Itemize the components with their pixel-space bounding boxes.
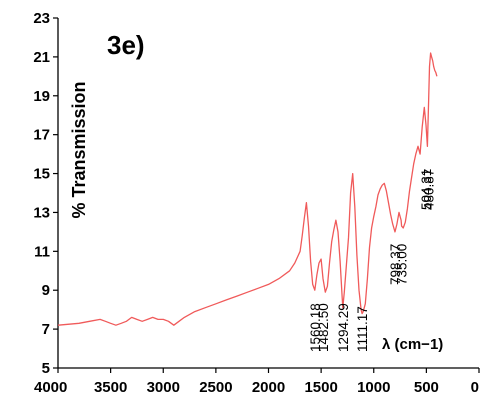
x-tick-label: 2500 <box>199 379 232 396</box>
x-tick-label: 3000 <box>147 379 180 396</box>
peak-label: 798.37 <box>388 244 403 285</box>
x-tick-label: 3500 <box>94 379 127 396</box>
x-tick-label: 500 <box>414 379 439 396</box>
peak-label: 735.00 <box>395 244 410 285</box>
peak-label: 1294.29 <box>336 303 351 352</box>
peak-label: 480.87 <box>422 169 437 210</box>
transmission-spectrum-line <box>57 52 438 326</box>
y-tick-label: 7 <box>42 321 50 338</box>
y-tick-label: 13 <box>33 204 50 221</box>
y-tick-label: 17 <box>33 127 50 144</box>
peak-label: 1560.18 <box>308 303 323 352</box>
peak-label: 504.31 <box>419 169 434 210</box>
y-tick-label: 9 <box>42 282 50 299</box>
peak-label: 1482.50 <box>316 303 331 352</box>
x-tick-label: 2000 <box>252 379 285 396</box>
axes <box>57 18 479 369</box>
panel-label: 3e) <box>107 30 145 60</box>
x-axis-label: λ (cm−1) <box>382 336 443 353</box>
x-tick-label: 1500 <box>304 379 337 396</box>
x-tick-group: 4000 3500 3000 2500 2000 1500 1000 500 0 <box>34 368 480 396</box>
y-tick-label: 11 <box>34 243 50 260</box>
x-tick-label: 1000 <box>357 379 390 396</box>
y-tick-label: 21 <box>33 49 50 66</box>
x-tick-label: 0 <box>471 379 479 396</box>
peak-label: 1111.17 <box>355 306 370 352</box>
y-tick-label: 5 <box>42 360 50 377</box>
y-axis-label: % Transmission <box>69 81 89 218</box>
y-tick-label: 23 <box>33 10 50 27</box>
x-tick-label: 4000 <box>34 379 67 396</box>
y-tick-label: 19 <box>33 88 50 105</box>
y-tick-label: 15 <box>33 166 50 183</box>
y-tick-group: 5 7 9 11 13 15 17 19 21 23 <box>33 10 58 377</box>
